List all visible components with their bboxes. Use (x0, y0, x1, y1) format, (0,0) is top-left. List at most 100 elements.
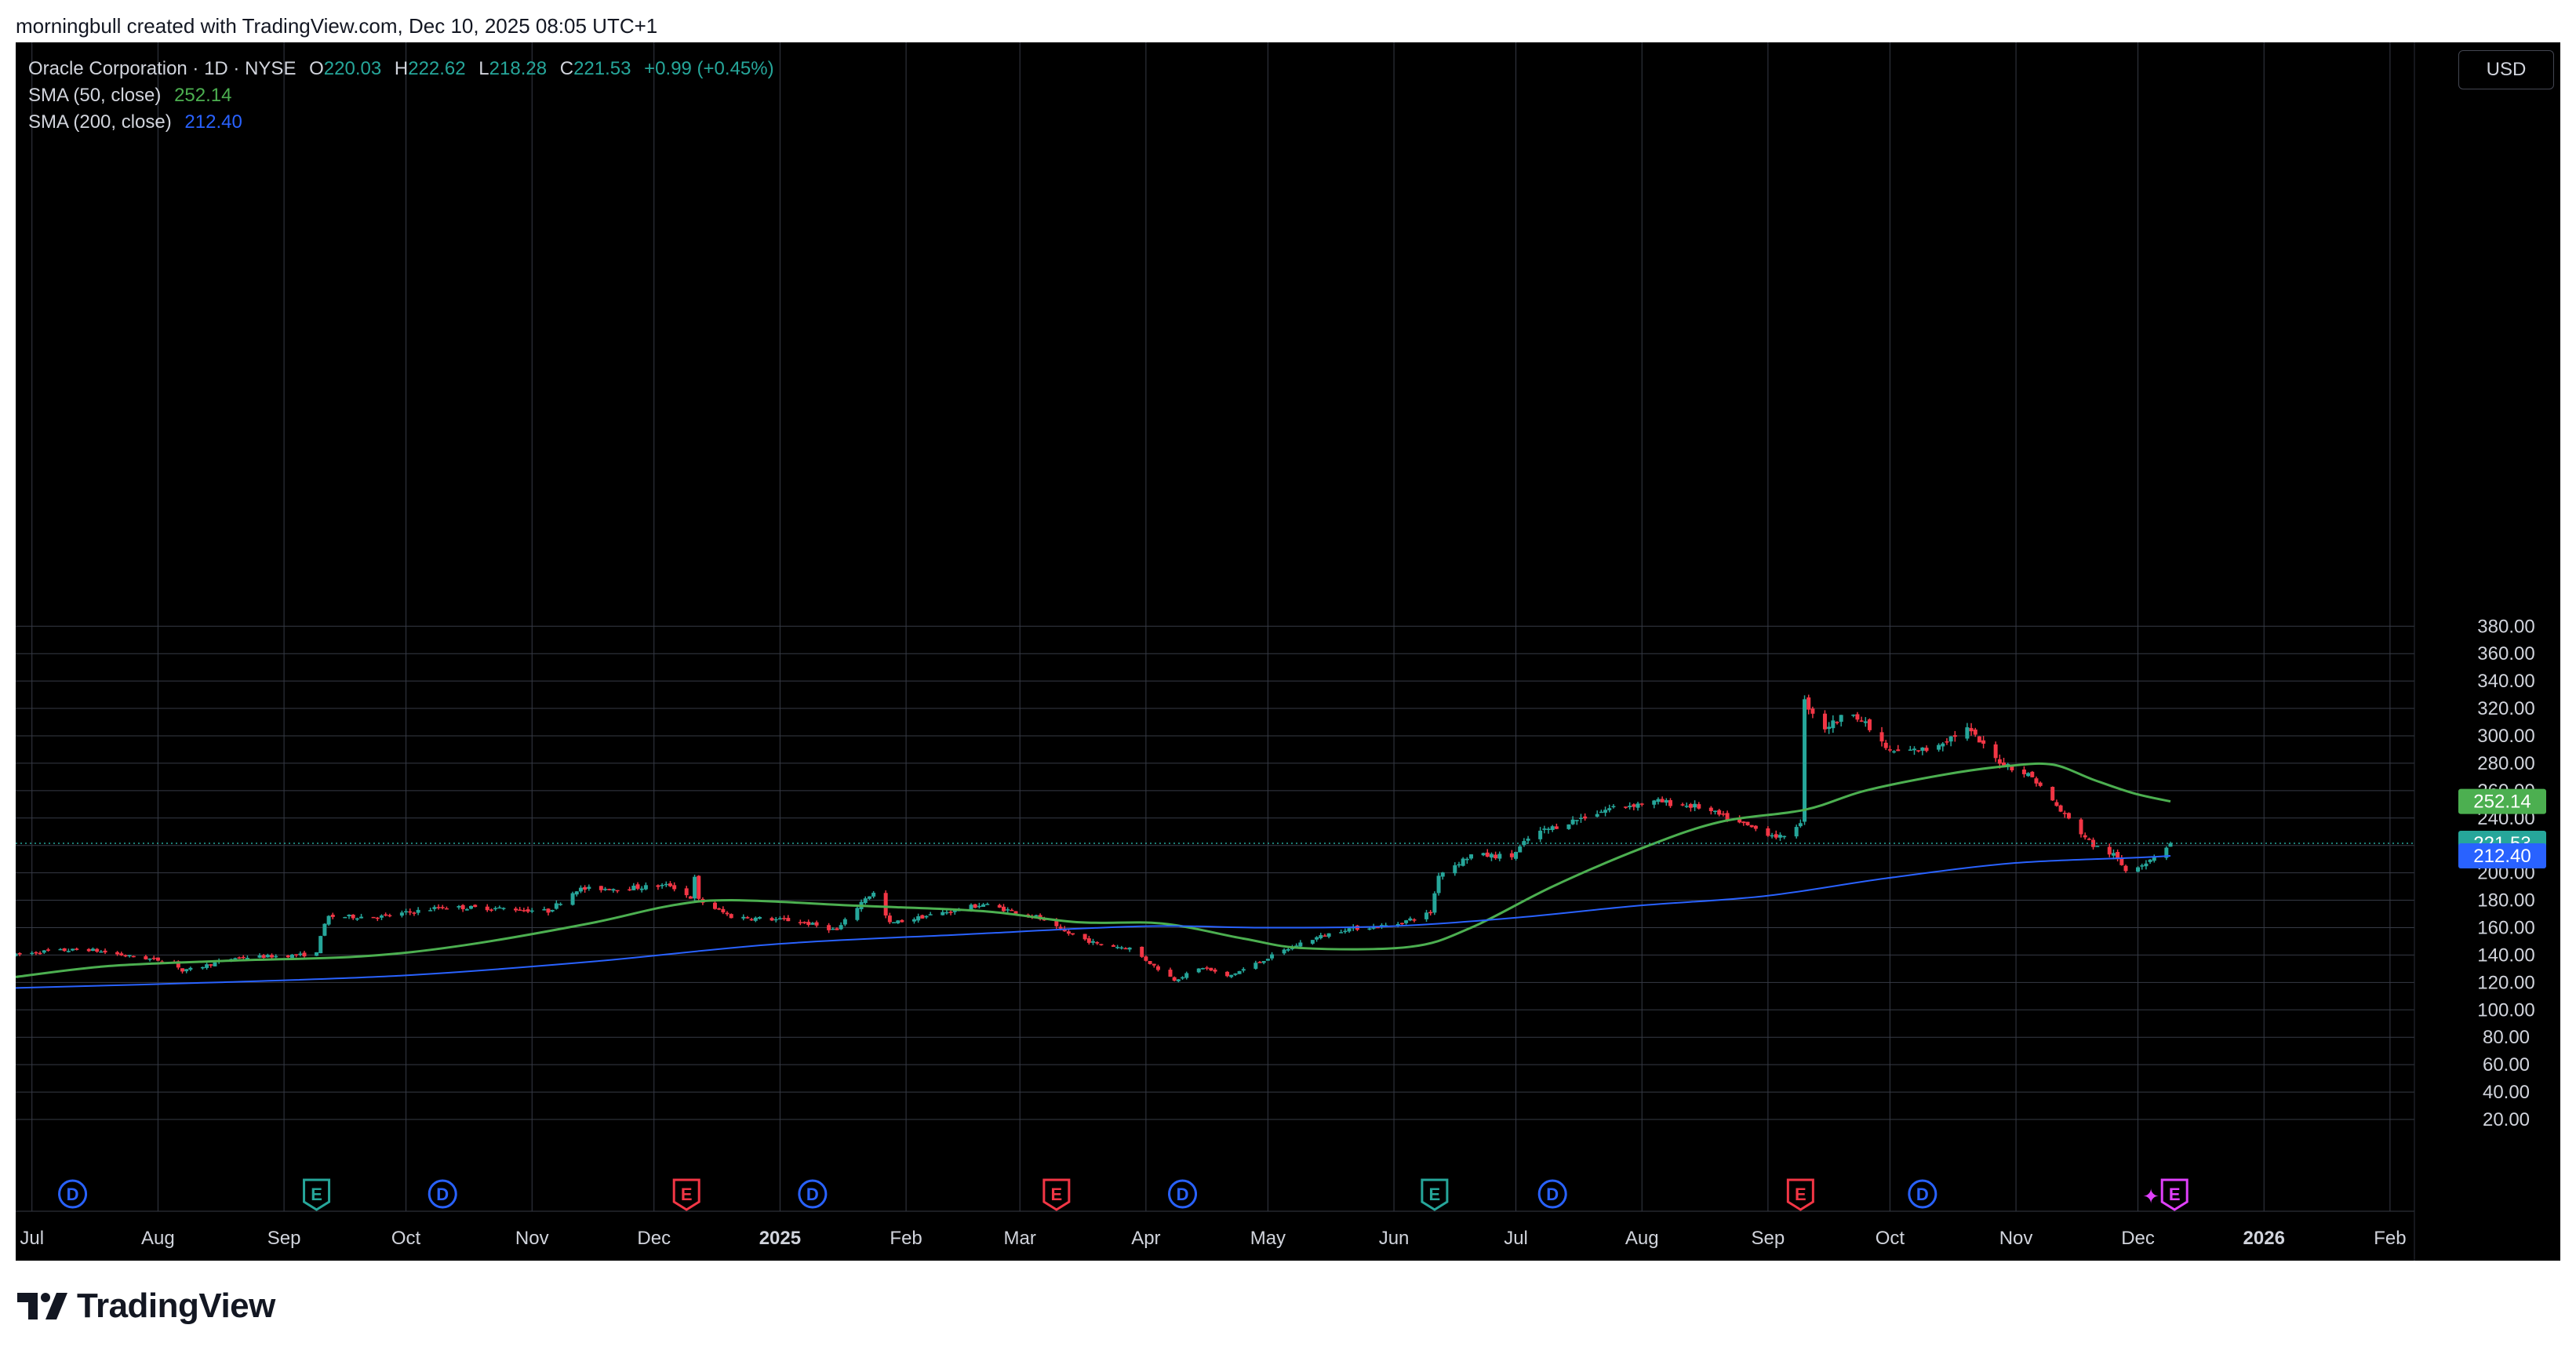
candle-body[interactable] (1887, 749, 1892, 751)
candle-body[interactable] (1282, 949, 1286, 954)
candle-body[interactable] (1082, 934, 1087, 940)
candle-body[interactable] (322, 923, 327, 936)
candle-body[interactable] (1233, 973, 1238, 975)
candle-body[interactable] (485, 906, 489, 911)
candle-body[interactable] (831, 928, 835, 930)
candle-body[interactable] (384, 914, 388, 916)
candle-body[interactable] (294, 954, 299, 955)
candle-body[interactable] (155, 957, 160, 961)
candle-body[interactable] (570, 893, 575, 905)
symbol-legend[interactable]: Oracle Corporation · 1D · NYSE O220.03 H… (28, 58, 782, 80)
candle-body[interactable] (408, 911, 413, 913)
candle-body[interactable] (1883, 742, 1888, 748)
candle-body[interactable] (522, 910, 526, 912)
candle-body[interactable] (1481, 853, 1486, 856)
candle-body[interactable] (2058, 805, 2063, 812)
dividend-marker[interactable] (1908, 1179, 1937, 1209)
candle-body[interactable] (1196, 968, 1201, 973)
candle-body[interactable] (2095, 846, 2100, 847)
candle-body[interactable] (1399, 923, 1404, 925)
candle-body[interactable] (887, 915, 892, 923)
candle-body[interactable] (460, 904, 465, 909)
candle-body[interactable] (1708, 807, 1713, 811)
candle-body[interactable] (1721, 813, 1726, 815)
candle-body[interactable] (1798, 823, 1803, 827)
candle-body[interactable] (558, 904, 563, 905)
candle-body[interactable] (1436, 875, 1441, 894)
candle-body[interactable] (1006, 909, 1010, 911)
candle-body[interactable] (631, 886, 636, 890)
candle-body[interactable] (1152, 963, 1156, 966)
candle-body[interactable] (1574, 820, 1579, 821)
candle-body[interactable] (1270, 954, 1275, 959)
candle-body[interactable] (782, 918, 787, 919)
candle-body[interactable] (1200, 968, 1205, 970)
candle-body[interactable] (379, 915, 384, 918)
candle-body[interactable] (355, 918, 359, 920)
candle-body[interactable] (757, 917, 762, 919)
candle-body[interactable] (1184, 973, 1189, 978)
candle-body[interactable] (2079, 819, 2083, 835)
candle-body[interactable] (2164, 847, 2169, 858)
candle-body[interactable] (412, 912, 417, 914)
candle-body[interactable] (1339, 932, 1344, 934)
candle-body[interactable] (1514, 851, 1519, 859)
candle-body[interactable] (1766, 828, 1770, 836)
candle-body[interactable] (86, 948, 91, 952)
candle-body[interactable] (941, 912, 945, 915)
candle-body[interactable] (660, 884, 664, 886)
candle-body[interactable] (1595, 813, 1599, 817)
candle-body[interactable] (1774, 834, 1778, 838)
candle-body[interactable] (1973, 729, 1977, 735)
candle-body[interactable] (347, 915, 351, 916)
candle-body[interactable] (1603, 810, 1608, 813)
candle-body[interactable] (1839, 715, 1843, 722)
candle-body[interactable] (1680, 804, 1685, 806)
candle-body[interactable] (1570, 819, 1575, 824)
candle-body[interactable] (729, 914, 733, 919)
candle-body[interactable] (326, 915, 331, 925)
candle-body[interactable] (753, 917, 758, 921)
candle-body[interactable] (1684, 806, 1689, 807)
candle-body[interactable] (924, 915, 929, 918)
candle-body[interactable] (45, 949, 50, 951)
candle-body[interactable] (2066, 813, 2071, 819)
candle-body[interactable] (1668, 799, 1673, 806)
candle-body[interactable] (2006, 763, 2010, 766)
candle-body[interactable] (2021, 769, 2026, 774)
candle-body[interactable] (814, 922, 819, 926)
candle-body[interactable] (127, 955, 132, 957)
candle-body[interactable] (1993, 744, 1998, 759)
candle-body[interactable] (2144, 863, 2148, 867)
candle-body[interactable] (1554, 826, 1559, 829)
candle-body[interactable] (1656, 799, 1661, 803)
candle-body[interactable] (1803, 699, 1807, 822)
candle-body[interactable] (883, 893, 888, 915)
candle-body[interactable] (42, 950, 46, 953)
candle-body[interactable] (1395, 923, 1400, 926)
candle-body[interactable] (518, 909, 522, 911)
candle-body[interactable] (607, 889, 612, 890)
candle-body[interactable] (1997, 759, 2002, 764)
candle-body[interactable] (416, 909, 420, 913)
candle-body[interactable] (209, 964, 213, 966)
candle-body[interactable] (1310, 940, 1315, 944)
candle-body[interactable] (1326, 933, 1331, 937)
candle-body[interactable] (318, 936, 323, 954)
candle-body[interactable] (213, 962, 217, 966)
candle-body[interactable] (274, 955, 278, 958)
candle-body[interactable] (298, 953, 303, 955)
candle-body[interactable] (205, 964, 209, 968)
candle-body[interactable] (2038, 782, 2043, 786)
candle-body[interactable] (928, 914, 933, 915)
candle-body[interactable] (359, 916, 364, 919)
candle-body[interactable] (599, 886, 603, 890)
chart-panel[interactable]: 20.00 40.00 60.00 80.00 100.00 120.00 140.00 16… (16, 42, 2560, 1261)
candle-body[interactable] (2107, 846, 2112, 855)
candle-body[interactable] (1428, 912, 1433, 914)
candle-body[interactable] (58, 948, 63, 951)
dividend-marker[interactable] (1537, 1179, 1567, 1209)
earnings-marker[interactable] (1042, 1178, 1071, 1211)
candle-body[interactable] (911, 919, 916, 922)
candle-body[interactable] (1127, 947, 1132, 950)
